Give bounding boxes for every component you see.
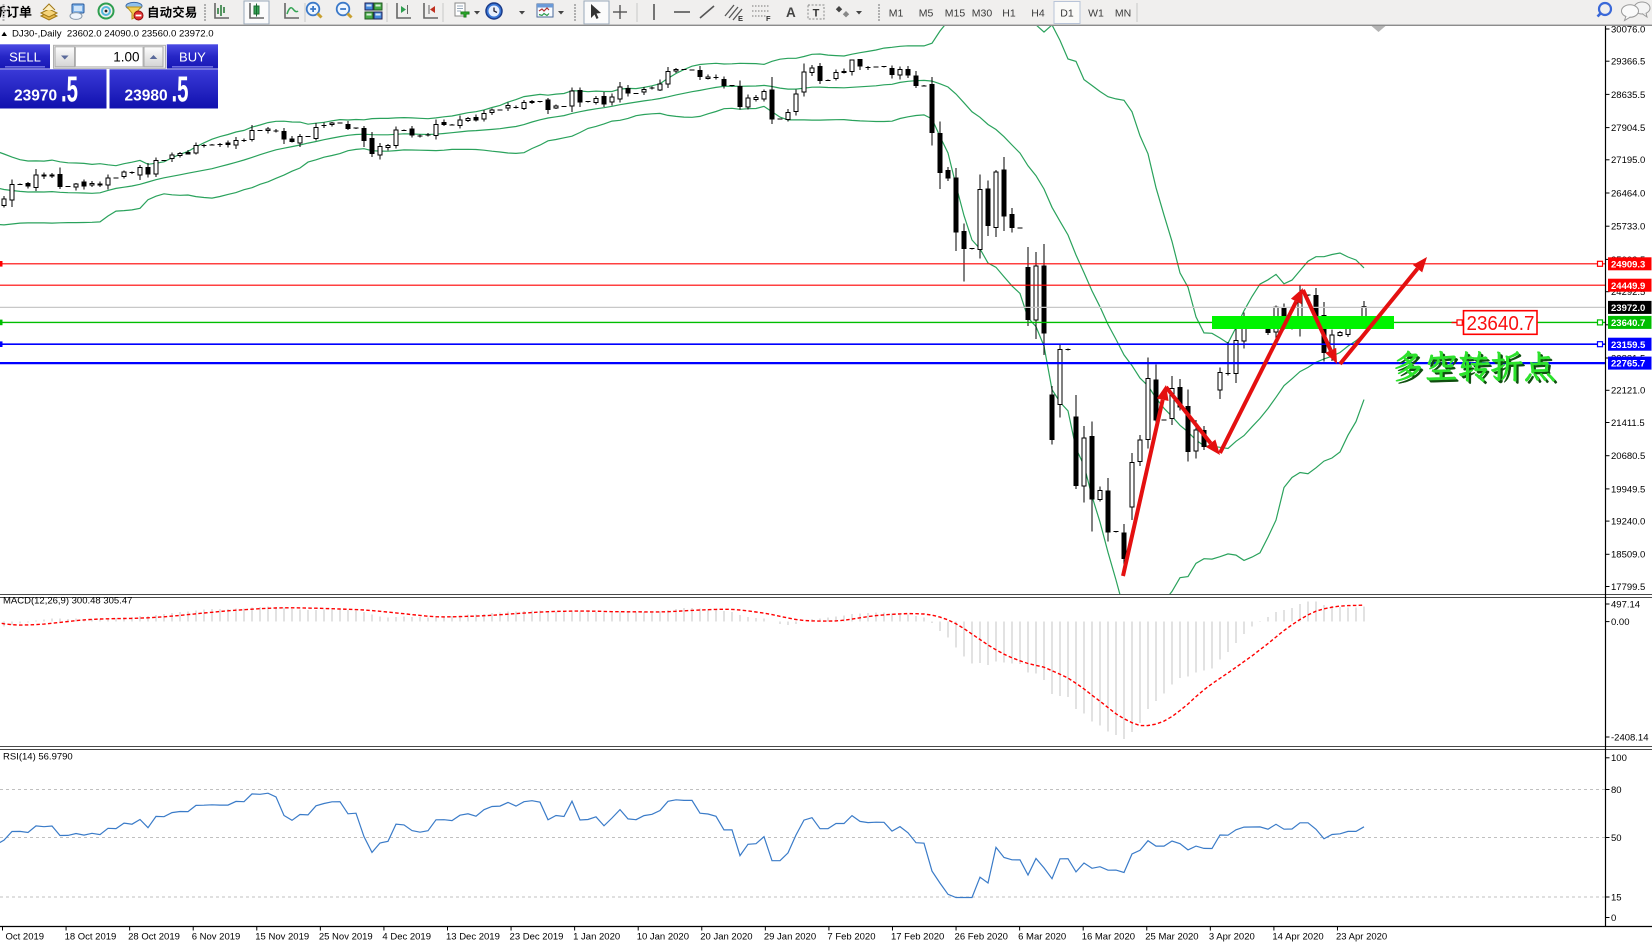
svg-text:DJ30-,Daily 23602.0 24090.0 2: DJ30-,Daily 23602.0 24090.0 23560.0 2397…: [12, 29, 214, 40]
svg-text:30076.0: 30076.0: [1611, 24, 1645, 35]
svg-text:1.00: 1.00: [113, 49, 139, 64]
svg-text:23640.7: 23640.7: [1467, 312, 1535, 335]
svg-text:21411.5: 21411.5: [1611, 418, 1645, 429]
svg-text:D1: D1: [1060, 8, 1074, 20]
svg-text:23980: 23980: [125, 88, 168, 105]
svg-text:497.14: 497.14: [1611, 599, 1640, 610]
svg-text:24449.9: 24449.9: [1611, 281, 1645, 292]
svg-text:A: A: [786, 5, 796, 20]
svg-text:26464.0: 26464.0: [1611, 188, 1645, 199]
svg-text:MN: MN: [1115, 8, 1131, 20]
svg-text:18 Oct 2019: 18 Oct 2019: [65, 932, 117, 943]
svg-text:BUY: BUY: [179, 50, 206, 65]
svg-text:23972.0: 23972.0: [1611, 303, 1645, 314]
svg-text:H1: H1: [1002, 8, 1016, 20]
svg-text:23 Apr 2020: 23 Apr 2020: [1336, 932, 1387, 943]
svg-text:16 Mar 2020: 16 Mar 2020: [1082, 932, 1135, 943]
svg-text:18509.0: 18509.0: [1611, 550, 1645, 561]
svg-text:26 Feb 2020: 26 Feb 2020: [955, 932, 1008, 943]
svg-text:23159.5: 23159.5: [1611, 340, 1646, 351]
svg-text:23970: 23970: [14, 88, 57, 105]
svg-text:27904.5: 27904.5: [1611, 123, 1645, 134]
svg-text:-2408.14: -2408.14: [1611, 732, 1649, 743]
svg-text:23640.7: 23640.7: [1611, 318, 1645, 329]
svg-text:7 Feb 2020: 7 Feb 2020: [827, 932, 875, 943]
svg-text:F: F: [766, 14, 771, 23]
svg-text:15 Nov 2019: 15 Nov 2019: [255, 932, 309, 943]
svg-text:13 Dec 2019: 13 Dec 2019: [446, 932, 500, 943]
svg-text:80: 80: [1611, 785, 1622, 796]
svg-text:24909.3: 24909.3: [1611, 259, 1645, 270]
svg-text:27195.0: 27195.0: [1611, 155, 1645, 166]
svg-text:M15: M15: [945, 8, 966, 20]
svg-text:24292.5: 24292.5: [1611, 287, 1645, 298]
svg-text:22121.0: 22121.0: [1611, 386, 1645, 397]
svg-text:50: 50: [1611, 833, 1622, 844]
svg-text:29 Jan 2020: 29 Jan 2020: [764, 932, 816, 943]
svg-text:100: 100: [1611, 753, 1627, 764]
svg-text:15: 15: [1611, 892, 1622, 903]
svg-text:17799.5: 17799.5: [1611, 582, 1645, 593]
svg-text:22765.7: 22765.7: [1611, 359, 1645, 370]
svg-text:.5: .5: [61, 69, 78, 110]
svg-text:3 Apr 2020: 3 Apr 2020: [1209, 932, 1255, 943]
svg-text:W1: W1: [1088, 8, 1104, 20]
svg-text:6 Mar 2020: 6 Mar 2020: [1018, 932, 1066, 943]
svg-text:6 Nov 2019: 6 Nov 2019: [192, 932, 241, 943]
svg-text:29366.5: 29366.5: [1611, 57, 1645, 68]
svg-text:19949.5: 19949.5: [1611, 484, 1645, 495]
svg-text:SELL: SELL: [9, 50, 41, 65]
svg-text:0: 0: [1611, 913, 1616, 924]
svg-text:28 Oct 2019: 28 Oct 2019: [128, 932, 180, 943]
svg-text:0.00: 0.00: [1611, 617, 1630, 628]
svg-text:MACD(12,26,9) 300.48 305.47: MACD(12,26,9) 300.48 305.47: [3, 596, 132, 607]
svg-text:M1: M1: [889, 8, 904, 20]
svg-text:20680.5: 20680.5: [1611, 451, 1645, 462]
svg-text:RSI(14) 56.9790: RSI(14) 56.9790: [3, 752, 73, 763]
svg-text:17 Feb 2020: 17 Feb 2020: [891, 932, 944, 943]
svg-text:10 Jan 2020: 10 Jan 2020: [637, 932, 689, 943]
svg-text:25 Nov 2019: 25 Nov 2019: [319, 932, 373, 943]
svg-text:.5: .5: [172, 69, 189, 110]
svg-text:M30: M30: [972, 8, 993, 20]
svg-text:T: T: [813, 8, 820, 20]
svg-text:23 Dec 2019: 23 Dec 2019: [510, 932, 564, 943]
svg-text:E: E: [738, 14, 743, 23]
svg-text:M5: M5: [919, 8, 934, 20]
svg-text:25733.0: 25733.0: [1611, 222, 1645, 233]
svg-text:19240.0: 19240.0: [1611, 517, 1645, 528]
svg-text:Oct 2019: Oct 2019: [6, 932, 45, 943]
svg-text:28635.5: 28635.5: [1611, 90, 1645, 101]
svg-text:4 Dec 2019: 4 Dec 2019: [382, 932, 431, 943]
svg-text:1 Jan 2020: 1 Jan 2020: [573, 932, 620, 943]
svg-text:14 Apr 2020: 14 Apr 2020: [1272, 932, 1323, 943]
svg-text:25 Mar 2020: 25 Mar 2020: [1145, 932, 1198, 943]
svg-text:H4: H4: [1031, 8, 1045, 20]
svg-text:20 Jan 2020: 20 Jan 2020: [700, 932, 752, 943]
